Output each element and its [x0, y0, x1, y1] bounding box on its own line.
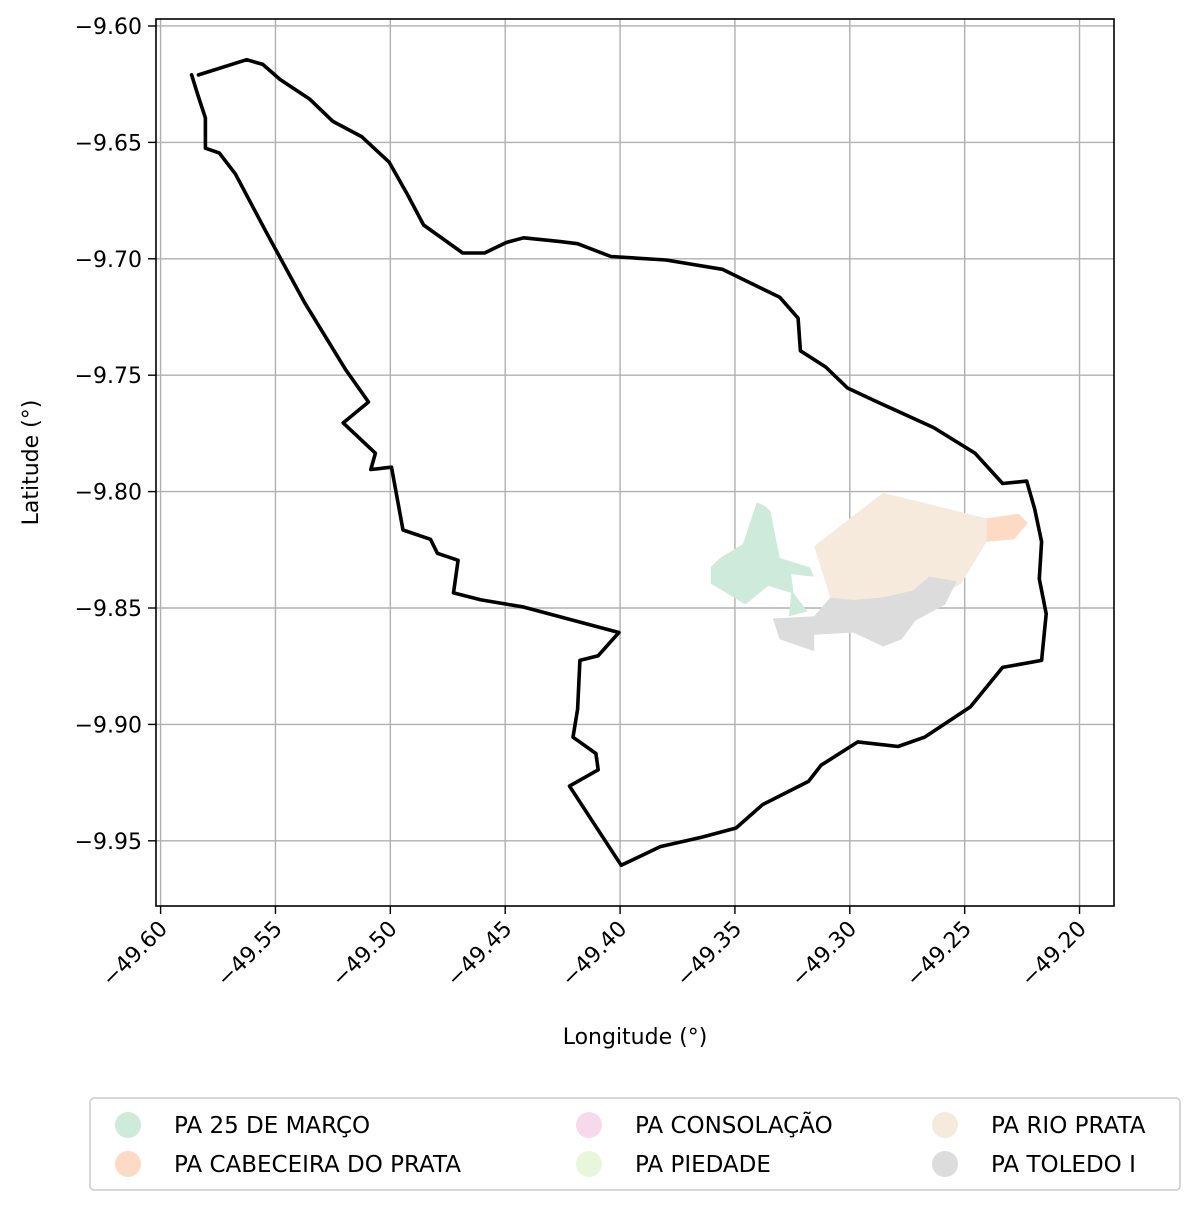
x-axis-ticks: −49.60 −49.55 −49.50 −49.45 −49.40 −49.35 −49.… — [98, 906, 1092, 992]
boundary-line — [189, 57, 1048, 868]
y-tick-label: −9.70 — [75, 248, 142, 273]
area-pa-cabeceira-do-prata — [986, 513, 1028, 542]
legend-item: PA PIEDADE — [576, 1151, 771, 1178]
x-tick-label: −49.60 — [98, 917, 173, 992]
y-axis-ticks: −9.60 −9.65 −9.70 −9.75 −9.80 −9.85 −9.90 −9.95 — [75, 15, 156, 855]
x-tick-label: −49.30 — [787, 917, 862, 992]
legend-marker — [932, 1151, 958, 1177]
legend-label: PA CABECEIRA DO PRATA — [174, 1152, 461, 1178]
y-tick-label: −9.95 — [75, 830, 142, 855]
area-pa-toledo-i — [772, 576, 957, 652]
y-tick-label: −9.85 — [75, 597, 142, 622]
legend-item: PA RIO PRATA — [932, 1112, 1146, 1139]
plot-frame — [155, 18, 1115, 907]
settlement-areas — [710, 492, 1028, 652]
x-tick-label: −49.25 — [902, 917, 977, 992]
legend-label: PA 25 DE MARÇO — [174, 1113, 370, 1139]
legend-item: PA CONSOLAÇÃO — [576, 1111, 833, 1139]
area-pa-25-de-mar-o — [710, 502, 815, 617]
legend-item: PA TOLEDO I — [932, 1151, 1136, 1178]
legend-label: PA PIEDADE — [635, 1152, 771, 1178]
legend-label: PA CONSOLAÇÃO — [635, 1111, 833, 1139]
y-tick-label: −9.80 — [75, 481, 142, 506]
legend-item: PA CABECEIRA DO PRATA — [115, 1151, 461, 1178]
y-axis-title: Latitude (°) — [19, 400, 44, 526]
y-tick-label: −9.65 — [75, 131, 142, 156]
grid-lines — [156, 19, 1114, 906]
x-tick-label: −49.20 — [1017, 917, 1092, 992]
legend-marker — [115, 1151, 141, 1177]
legend-marker — [932, 1112, 958, 1138]
area-pa-rio-prata — [814, 492, 987, 600]
x-tick-label: −49.55 — [212, 917, 287, 992]
legend: PA 25 DE MARÇO PA CABECEIRA DO PRATA PA CO… — [89, 1097, 1181, 1191]
y-tick-label: −9.60 — [75, 15, 142, 40]
y-tick-label: −9.90 — [75, 713, 142, 738]
x-tick-label: −49.45 — [442, 917, 517, 992]
y-tick-label: −9.75 — [75, 364, 142, 389]
x-axis-title: Longitude (°) — [563, 1025, 708, 1050]
x-tick-label: −49.35 — [672, 917, 747, 992]
legend-marker — [576, 1151, 602, 1177]
legend-item: PA 25 DE MARÇO — [115, 1112, 370, 1139]
legend-box — [89, 1097, 1181, 1191]
x-tick-label: −49.50 — [327, 917, 402, 992]
x-tick-label: −49.40 — [557, 917, 632, 992]
legend-marker — [115, 1112, 141, 1138]
municipality-boundary — [189, 57, 1048, 868]
legend-label: PA RIO PRATA — [991, 1113, 1146, 1139]
legend-label: PA TOLEDO I — [991, 1152, 1136, 1178]
legend-marker — [576, 1112, 602, 1138]
